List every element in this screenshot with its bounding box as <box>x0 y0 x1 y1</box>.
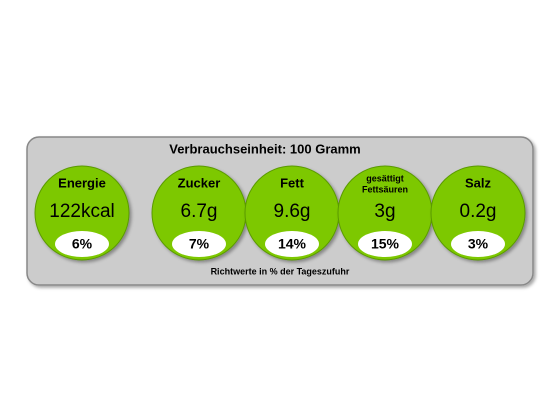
percent-oval <box>55 231 109 257</box>
percent-oval <box>265 231 319 257</box>
nutrient-amount: 6.7g <box>181 201 218 222</box>
nutrient-name: Energie <box>58 175 106 190</box>
header-title: Verbrauchseinheit: 100 Gramm <box>169 141 360 156</box>
nutrient-percent: 3% <box>468 236 489 252</box>
nutrient-percent: 7% <box>189 236 210 252</box>
percent-oval <box>358 231 412 257</box>
percent-oval <box>451 231 505 257</box>
nutrient-amount: 122kcal <box>49 201 115 222</box>
nutrient-percent: 14% <box>278 236 307 252</box>
nutrient-percent: 15% <box>371 236 400 252</box>
percent-oval <box>172 231 226 257</box>
nutrient-amount: 0.2g <box>460 201 497 222</box>
footer-note: Richtwerte in % der Tageszufuhr <box>211 266 350 276</box>
nutrient-name: Fettsäuren <box>362 184 408 194</box>
nutrient-amount: 3g <box>374 201 395 222</box>
nutrient-name: Zucker <box>178 175 221 190</box>
nutrient-name: gesättigt <box>366 173 404 183</box>
nutrient-name: Salz <box>465 175 492 190</box>
nutrient-circle <box>34 165 130 261</box>
nutrient-circle <box>430 165 526 261</box>
nutrient-name: Fett <box>280 175 305 190</box>
nutrient-amount: 9.6g <box>274 201 311 222</box>
nutrient-percent: 6% <box>72 236 93 252</box>
